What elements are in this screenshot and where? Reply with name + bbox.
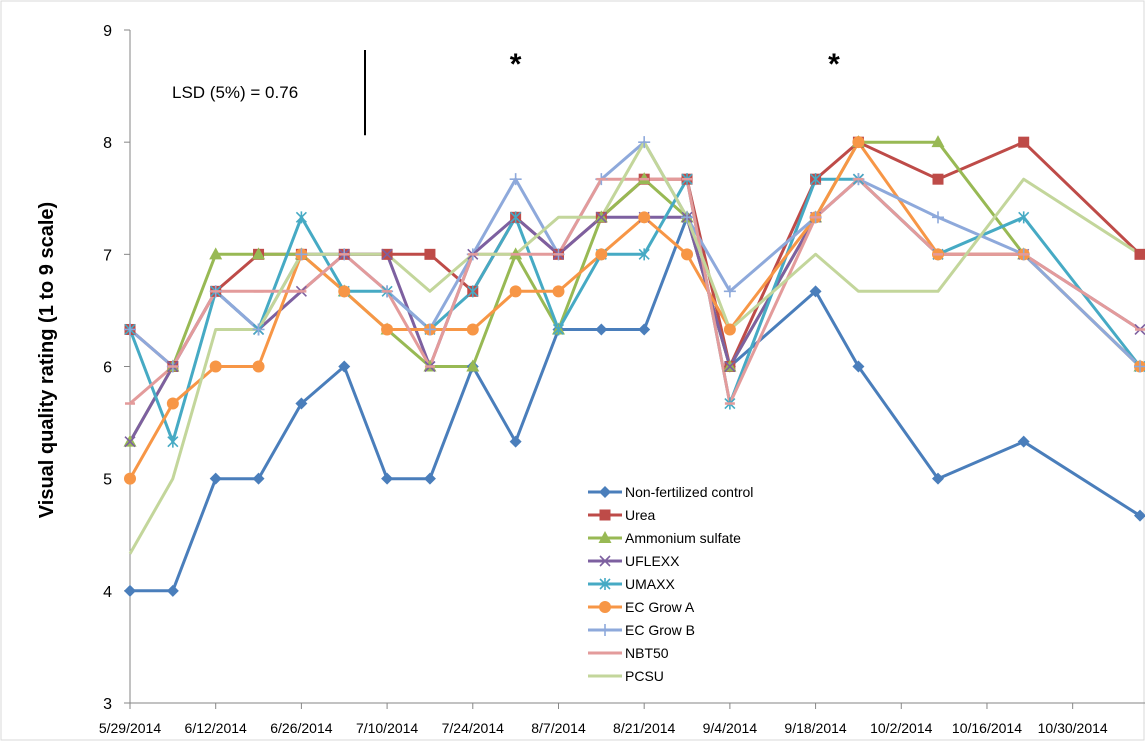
y-tick-label: 7 [103, 247, 112, 264]
legend-label: PCSU [625, 668, 664, 684]
x-tick-label: 9/4/2014 [703, 720, 758, 736]
data-point [124, 473, 136, 485]
legend-label: UFLEXX [625, 553, 680, 569]
significance-star: * [510, 48, 522, 81]
legend-swatch-marker [600, 510, 611, 521]
data-point [933, 174, 944, 185]
data-point [467, 323, 479, 335]
legend-label: Non-fertilized control [625, 484, 753, 500]
x-tick-label: 8/21/2014 [613, 720, 675, 736]
data-point [724, 323, 736, 335]
data-point [424, 249, 435, 260]
data-point [1018, 137, 1029, 148]
x-tick-label: 7/10/2014 [356, 720, 418, 736]
y-tick-label: 5 [103, 472, 112, 489]
data-point [681, 248, 693, 260]
legend-label: UMAXX [625, 576, 675, 592]
x-tick-label: 5/29/2014 [99, 720, 161, 736]
x-tick-label: 7/24/2014 [442, 720, 504, 736]
legend-label: EC Grow A [625, 599, 695, 615]
x-tick-label: 10/30/2014 [1038, 720, 1108, 736]
data-point [381, 323, 393, 335]
data-point [510, 285, 522, 297]
y-tick-label: 4 [103, 584, 112, 601]
data-point [167, 398, 179, 410]
legend-label: EC Grow B [625, 622, 695, 638]
data-point [210, 361, 222, 373]
y-tick-label: 9 [103, 23, 112, 40]
y-tick-label: 3 [103, 696, 112, 713]
x-tick-label: 10/16/2014 [952, 720, 1022, 736]
x-tick-label: 10/2/2014 [870, 720, 932, 736]
data-point [552, 285, 564, 297]
legend-label: Urea [625, 507, 656, 523]
data-point [253, 361, 265, 373]
data-point [338, 285, 350, 297]
data-point [595, 248, 607, 260]
significance-star: * [828, 48, 840, 81]
y-axis-title: Visual quality rating (1 to 9 scale) [36, 202, 58, 518]
legend-label: NBT50 [625, 645, 669, 661]
x-tick-label: 6/26/2014 [270, 720, 332, 736]
y-tick-label: 8 [103, 135, 112, 152]
legend-swatch-marker [599, 601, 611, 613]
x-tick-label: 6/12/2014 [185, 720, 247, 736]
data-point [638, 211, 650, 223]
y-tick-label: 6 [103, 360, 112, 377]
x-tick-label: 9/18/2014 [784, 720, 846, 736]
data-point [852, 136, 864, 148]
x-tick-label: 8/7/2014 [531, 720, 586, 736]
lsd-label: LSD (5%) = 0.76 [172, 83, 298, 102]
data-point [1135, 249, 1145, 260]
legend-label: Ammonium sulfate [625, 530, 741, 546]
